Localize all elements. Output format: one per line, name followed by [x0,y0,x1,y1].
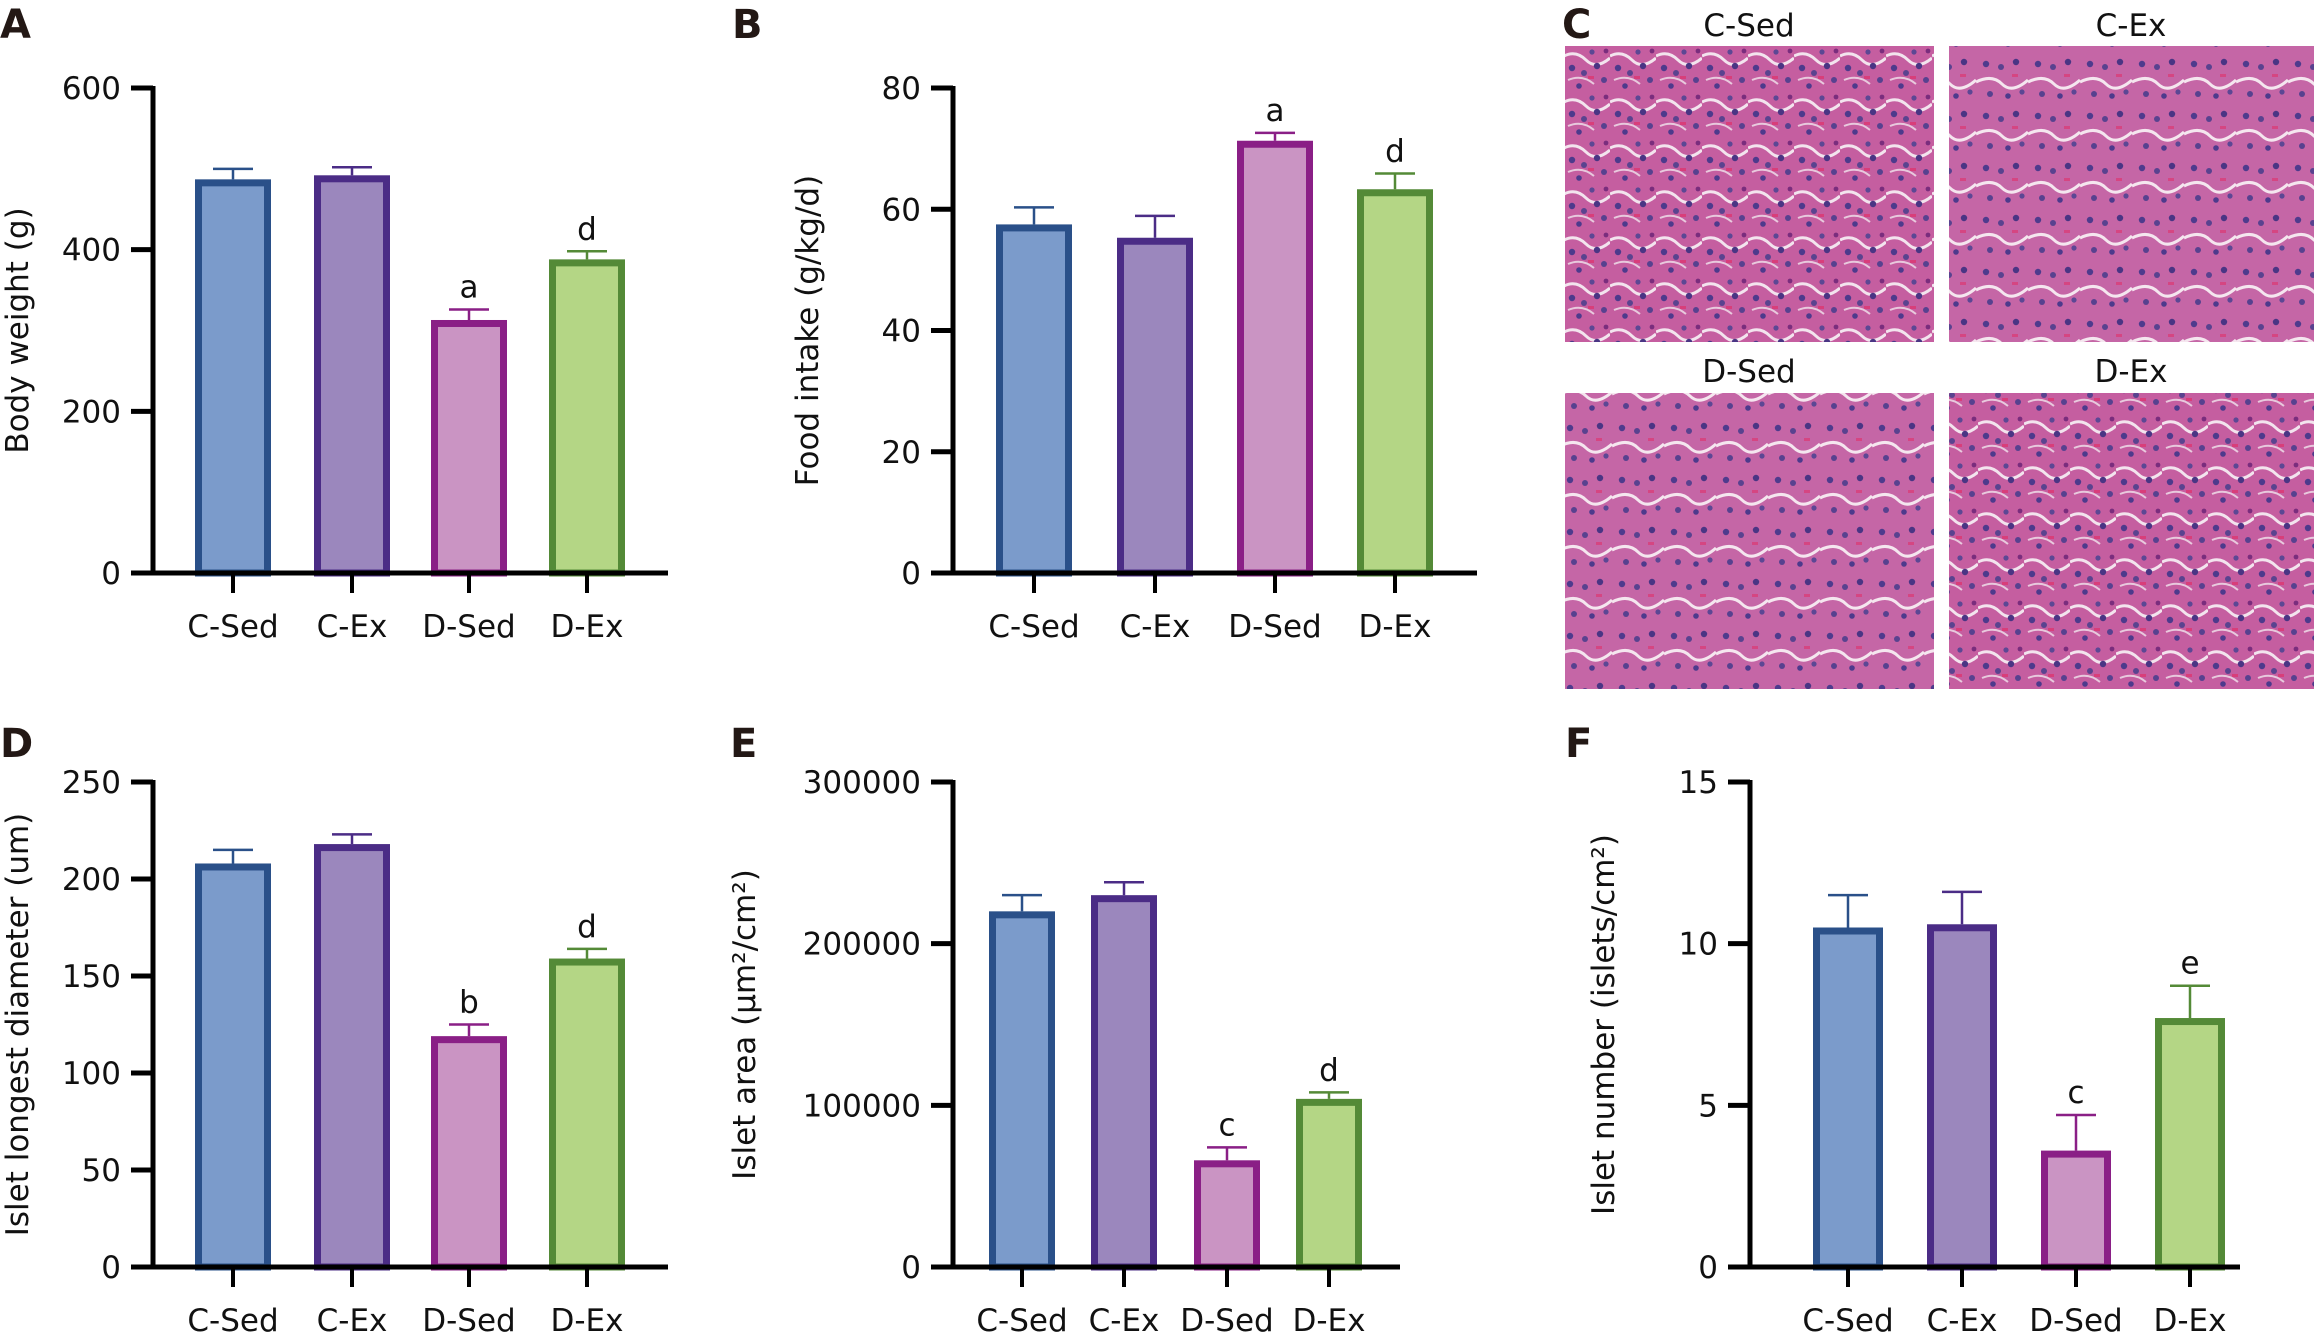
y-tick-label: 0 [901,556,921,592]
bar-d-ex [2155,1018,2225,1271]
bar-d-sed [1194,1160,1260,1271]
bar-c-sed [996,224,1072,577]
panel-letter-d: D [0,721,33,767]
bar-c-sed [989,911,1055,1271]
y-tick-label: 200000 [803,927,921,963]
y-tick-label: 60 [882,192,921,228]
x-tick-label: C-Sed [976,1303,1067,1339]
y-tick-label: 15 [1679,765,1718,801]
y-tick-label: 10 [1679,927,1718,963]
bar-c-sed [1813,927,1883,1271]
x-tick-label: D-Sed [1180,1303,1273,1339]
y-tick-label: 50 [82,1153,121,1189]
histology-label-c-sed: C-Sed [1703,8,1794,44]
x-tick-label: C-Ex [1120,609,1191,645]
y-tick-label: 200 [62,862,121,898]
histology-label-c-ex: C-Ex [2096,8,2167,44]
x-tick-label: C-Ex [317,609,388,645]
y-tick-label: 0 [1698,1250,1718,1286]
x-tick-label: C-Ex [317,1303,388,1339]
panel-e-chart: E Islet area (μm²/cm²) C-Sed C-Ex c D-Sed d D-E… [727,721,1400,1339]
panel-f-chart: F Islet number (islets/cm²) C-Sed C-Ex c D-Se… [1565,721,2240,1339]
x-tick-label: D-Sed [1228,609,1321,645]
y-axis-title: Islet number (islets/cm²) [1586,834,1622,1215]
x-tick-label: D-Sed [2029,1303,2122,1339]
x-tick-label: C-Ex [1089,1303,1160,1339]
y-tick-label: 200 [62,394,121,430]
x-tick-label: C-Sed [1802,1303,1893,1339]
significance-label: d [577,211,597,247]
significance-label: b [459,985,479,1021]
bar-d-ex [549,259,625,577]
y-tick-label: 100 [62,1056,121,1092]
x-tick-label: D-Ex [1359,609,1432,645]
bar-c-ex [1091,895,1157,1271]
significance-label: c [1218,1107,1235,1143]
x-tick-label: D-Ex [2154,1303,2227,1339]
bar-c-sed [195,179,271,577]
y-tick-label: 400 [62,233,121,269]
x-tick-label: D-Ex [551,609,624,645]
significance-label: a [460,269,479,305]
y-tick-label: 5 [1698,1088,1718,1124]
x-tick-label: D-Sed [422,1303,515,1339]
bar-d-ex [549,958,625,1271]
significance-label: d [577,909,597,945]
y-tick-label: 150 [62,959,121,995]
panel-c-histology: C C-Sed C-Ex D-Sed D-Ex [1562,2,2314,689]
bar-c-sed [195,863,271,1271]
y-tick-label: 0 [101,556,121,592]
histology-label-d-ex: D-Ex [2095,354,2168,390]
bar-d-sed [2041,1150,2111,1271]
significance-label: d [1385,133,1405,169]
y-axis-title: Islet longest diameter (um) [0,813,36,1237]
histology-image-c-sed [1565,46,1934,342]
bar-d-sed [431,319,507,577]
y-axis-title: Food intake (g/kg/d) [790,175,826,486]
panel-b-chart: B Food intake (g/kg/d) C-Sed C-Ex a D-Sed d D-E… [732,2,1477,645]
y-axis-title: Body weight (g) [0,207,36,453]
panel-letter-f: F [1565,721,1592,767]
bar-c-ex [314,175,390,577]
panel-d-chart: D Islet longest diameter (um) C-Sed C-Ex b D-… [0,721,668,1339]
x-tick-label: D-Ex [551,1303,624,1339]
y-tick-label: 600 [62,71,121,107]
y-tick-label: 300000 [803,765,921,801]
bar-c-ex [314,844,390,1271]
panel-letter-a: A [0,2,31,48]
panel-letter-c: C [1562,2,1591,48]
bar-d-ex [1357,189,1433,577]
histology-label-d-sed: D-Sed [1702,354,1795,390]
y-tick-label: 80 [882,71,921,107]
y-tick-label: 250 [62,765,121,801]
significance-label: c [2067,1075,2084,1111]
panel-a-chart: A Body weight (g) C-Sed C-Ex a D-Sed d D-Ex 0 200… [0,2,668,645]
panel-letter-e: E [730,721,757,767]
bar-d-sed [431,1036,507,1271]
panel-letter-b: B [732,2,763,48]
x-tick-label: C-Sed [187,609,278,645]
histology-image-c-ex [1949,46,2314,342]
y-tick-label: 0 [901,1250,921,1286]
significance-label: e [2180,946,2199,982]
bar-c-ex [1927,924,1997,1271]
significance-label: d [1319,1052,1339,1088]
y-tick-label: 40 [882,314,921,350]
x-tick-label: C-Sed [187,1303,278,1339]
bar-d-ex [1296,1098,1362,1271]
bar-d-sed [1237,140,1313,577]
bar-c-ex [1117,237,1193,577]
x-tick-label: D-Sed [422,609,515,645]
x-tick-label: C-Sed [988,609,1079,645]
histology-image-d-sed [1565,393,1934,689]
y-axis-title: Islet area (μm²/cm²) [727,869,763,1180]
y-tick-label: 20 [882,435,921,471]
x-tick-label: C-Ex [1927,1303,1998,1339]
histology-image-d-ex [1949,393,2314,689]
significance-label: a [1266,93,1285,129]
x-tick-label: D-Ex [1293,1303,1366,1339]
y-tick-label: 100000 [803,1088,921,1124]
y-tick-label: 0 [101,1250,121,1286]
